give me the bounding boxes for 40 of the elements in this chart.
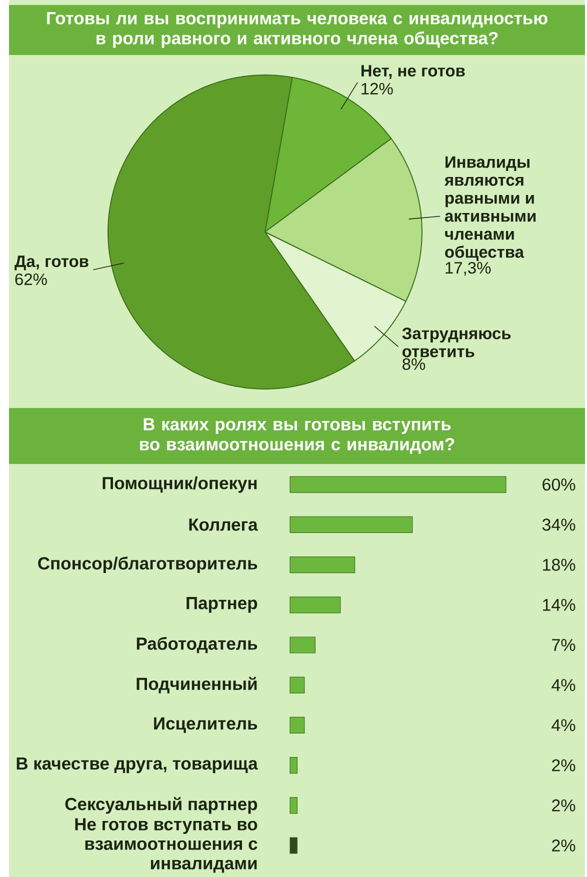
bar: [290, 797, 298, 814]
bar: [290, 556, 356, 574]
chart-title: В каких ролях вы готовы вступить во взаимоотношения с инвалидом?: [140, 418, 454, 454]
y-tick-label: Спонсор/благотворитель: [38, 556, 258, 574]
y-tick-label: Не готов вступать во взаимоотношения с инвалидами: [75, 818, 258, 873]
bar: [290, 636, 316, 654]
bar: [290, 757, 298, 774]
data-label: 17,3%: [446, 262, 491, 276]
bar: [290, 476, 506, 493]
bar: [290, 837, 298, 854]
y-tick-label: Помощник/опекун: [102, 476, 257, 493]
y-tick-label: Сексуальный партнер: [65, 797, 258, 814]
data-label: 4%: [552, 719, 576, 732]
slice-label: Да, готов: [14, 256, 88, 270]
bar: [290, 516, 413, 533]
y-tick-label: Подчиненный: [136, 676, 257, 694]
bar: [290, 676, 305, 694]
y-tick-label: Исцелитель: [154, 717, 258, 733]
data-label: 2%: [552, 840, 576, 852]
data-label: 14%: [543, 598, 576, 611]
chart-title: Готовы ли вы воспринимать человека с инвалидностью в роли равного и активного члена общества?: [47, 12, 548, 48]
data-label: 2%: [552, 799, 576, 812]
slice-label: Инвалиды являются равными и активными членами общества: [444, 156, 536, 261]
slice-label: Затрудняюсь ответить: [402, 328, 511, 358]
y-tick-label: Работодатель: [136, 636, 258, 654]
data-label: 62%: [15, 273, 47, 286]
y-tick-label: Коллега: [189, 518, 258, 531]
data-label: 18%: [543, 558, 576, 571]
y-tick-label: В качестве друга, товарища: [16, 757, 258, 774]
data-label: 12%: [362, 82, 393, 95]
slice-label: Нет, не готов: [361, 65, 465, 79]
data-label: 7%: [552, 639, 576, 651]
data-label: 34%: [542, 518, 576, 531]
data-label: 2%: [552, 759, 576, 772]
bar: [290, 596, 341, 614]
data-label: 4%: [552, 679, 576, 692]
data-label: 8%: [402, 358, 426, 370]
y-tick-label: Партнер: [186, 597, 258, 613]
data-label: 60%: [542, 478, 576, 491]
bar: [290, 716, 305, 734]
